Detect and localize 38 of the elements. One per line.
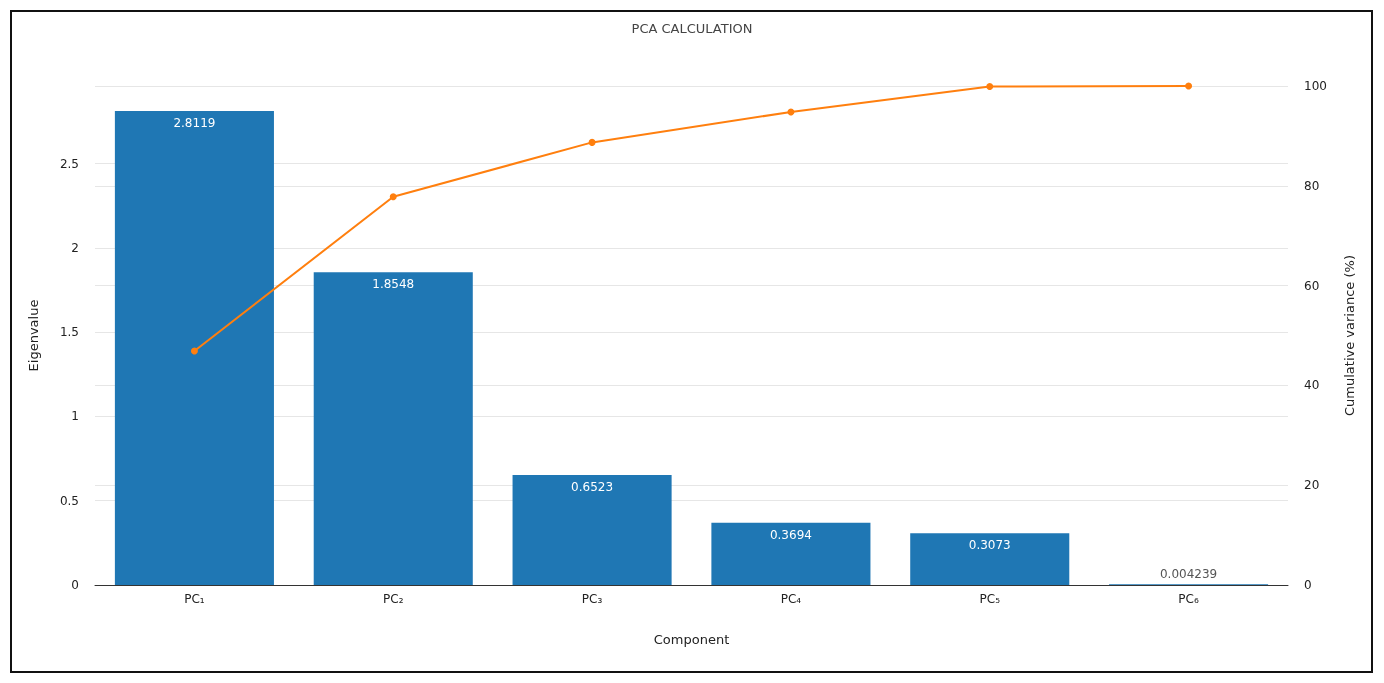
bar [313,272,473,585]
bar [910,533,1070,585]
data-label: 0.3694 [769,527,812,542]
y-tick-label: 1 [71,409,79,424]
y2-tick-label: 80 [1304,178,1320,193]
y-tick-label: 0.5 [59,493,79,508]
point [389,193,397,201]
data-label: 1.8548 [372,277,415,292]
y-tick-label: 1.5 [59,325,79,340]
x-tick-label: PC₁ [184,592,205,606]
data-label: 0.004239 [1159,567,1218,582]
y2-tick-label: 20 [1304,478,1320,493]
data-label: 2.8119 [173,115,216,130]
data-label: 0.3073 [968,538,1011,553]
x-tick-label: PC₄ [780,592,802,606]
x-tick-label: PC₂ [383,592,404,606]
y2-tick-label: 40 [1304,378,1320,393]
y-tick-label: 2.5 [59,156,79,171]
chart-title: PCA CALCULATION [631,21,753,36]
point [1185,82,1193,90]
y2-axis-title: Cumulative variance (%) [1342,255,1357,416]
x-tick-label: PC₃ [581,592,603,606]
data-label: 0.6523 [571,480,614,495]
point [588,138,596,146]
bar [711,522,871,585]
point [986,83,994,90]
y-tick-label: 2 [71,240,79,255]
point [190,347,198,355]
bar [114,110,274,585]
y2-tick-label: 0 [1304,578,1312,592]
y2-tick-label: 100 [1304,79,1327,93]
y-axis-title: Eigenvalue [26,299,41,372]
y2-tick-label: 60 [1304,278,1320,293]
bar [512,475,672,585]
x-tick-label: PC₆ [1178,592,1199,606]
x-axis-title: Component [653,632,730,647]
y-tick-label: 0 [71,578,79,592]
x-tick-label: PC₅ [979,592,1001,606]
